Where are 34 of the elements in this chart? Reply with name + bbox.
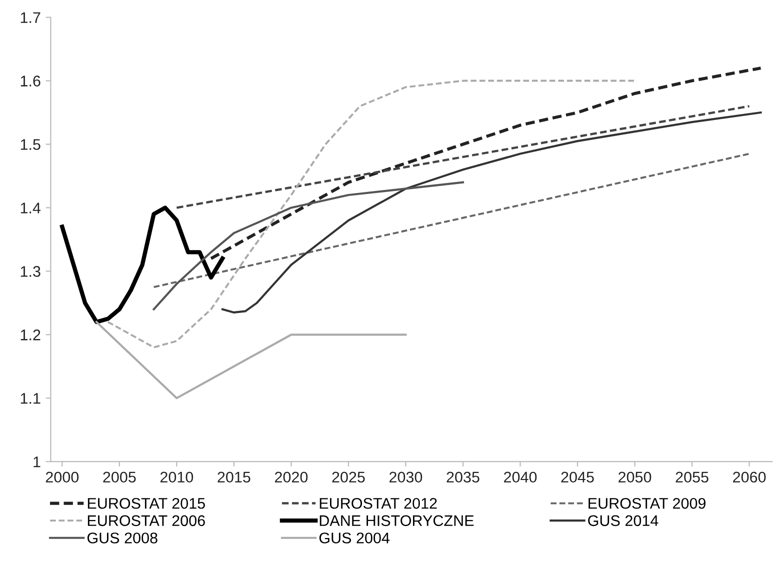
y-tick-label: 1.3 — [20, 266, 40, 277]
legend-label: GUS 2008 — [87, 532, 158, 544]
line-series — [152, 181, 464, 310]
legend-label: DANE HISTORYCZNE — [320, 515, 474, 526]
x-tick-label: 2000 — [46, 472, 79, 483]
x-tick-label: 2030 — [390, 472, 422, 483]
y-tick-label: 1.2 — [20, 330, 40, 340]
y-tick-label: 1 — [34, 456, 40, 468]
line-series — [210, 66, 762, 260]
x-tick-label: 2040 — [504, 472, 537, 483]
y-tick-label: 1.4 — [20, 202, 41, 214]
x-tick-label: 2050 — [618, 472, 652, 483]
legend-label: EUROSTAT 2015 — [88, 498, 205, 509]
x-tick-label: 2005 — [103, 472, 136, 483]
x-tick-label: 2025 — [332, 472, 365, 483]
legend-label: EUROSTAT 2009 — [588, 498, 706, 509]
line-series — [221, 111, 762, 314]
y-tick-label: 1.1 — [20, 393, 40, 404]
line-series — [106, 80, 636, 348]
legend-label: GUS 2014 — [588, 515, 658, 526]
y-tick-label: 1.6 — [20, 76, 40, 86]
x-tick-label: 2015 — [218, 472, 250, 483]
legend-label: GUS 2004 — [319, 532, 390, 544]
line-series — [60, 206, 225, 324]
y-tick-label: 1.7 — [20, 12, 40, 23]
x-tick-label: 2055 — [676, 472, 708, 483]
y-tick-label: 1.5 — [20, 139, 40, 150]
x-tick-label: 2010 — [160, 472, 194, 483]
x-tick-label: 2035 — [446, 472, 480, 483]
legend-label: EUROSTAT 2006 — [88, 515, 205, 526]
x-tick-label: 2060 — [733, 472, 766, 483]
x-tick-label: 2020 — [274, 472, 308, 483]
legend-label: EUROSTAT 2012 — [320, 498, 437, 509]
x-tick-label: 2045 — [561, 472, 594, 483]
